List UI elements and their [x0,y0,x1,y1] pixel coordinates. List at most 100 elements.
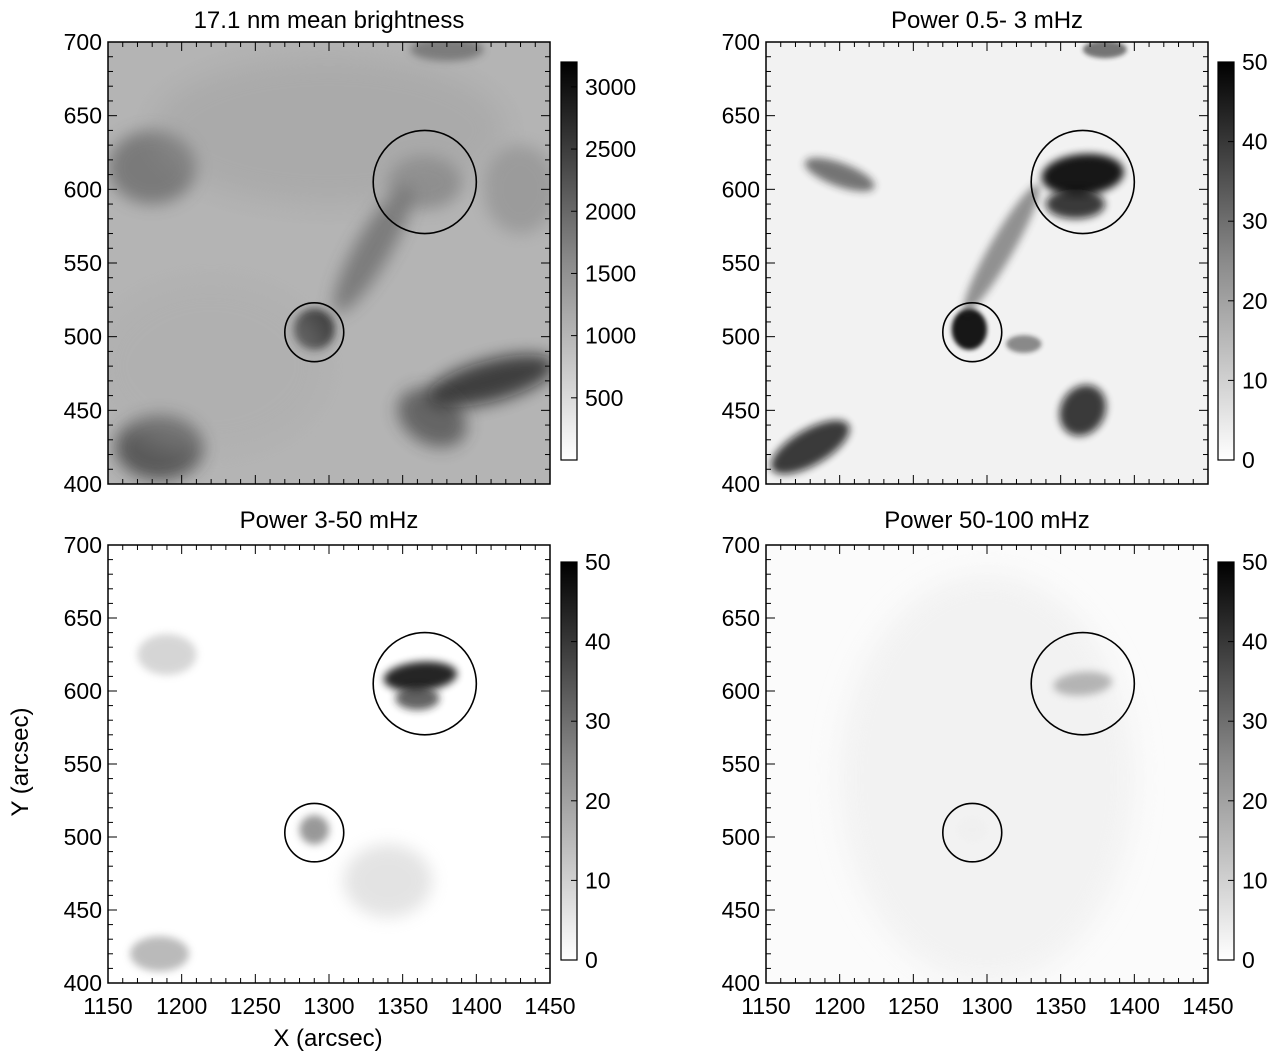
y-tick-label: 650 [64,103,102,129]
colorbar-tick-label: 10 [1242,367,1268,393]
panel-title: Power 3-50 mHz [240,507,419,534]
x-tick-label: 1400 [451,993,502,1019]
colorbar-tick-label: 50 [585,549,611,575]
colorbar-tick-label: 10 [1242,867,1268,893]
heatmap-feature [1059,384,1107,436]
colorbar-tick-label: 50 [1242,549,1268,575]
x-tick-label: 1300 [961,993,1012,1019]
y-tick-label: 650 [722,605,760,631]
colorbar-tick-label: 2500 [585,136,636,162]
y-tick-label: 500 [722,824,760,850]
y-tick-label: 450 [64,397,102,423]
y-tick-label: 450 [722,397,760,423]
x-tick-label: 1400 [1109,993,1160,1019]
colorbar-tick-label: 0 [585,947,598,973]
y-tick-label: 600 [64,176,102,202]
y-tick-label: 400 [64,471,102,497]
heatmap-feature [483,145,550,234]
heatmap-feature [130,936,190,972]
y-tick-label: 500 [64,324,102,350]
y-tick-label: 500 [722,324,760,350]
heatmap-image [108,545,550,983]
heatmap-background [108,545,550,983]
colorbar-tick-label: 20 [1242,788,1268,814]
region-circle-2 [283,802,345,863]
x-tick-label: 1450 [1182,993,1233,1019]
y-tick-label: 400 [64,970,102,996]
heatmap-feature [1006,335,1042,353]
heatmap-feature [383,661,458,692]
y-tick-label: 700 [64,29,102,55]
x-tick-label: 1250 [888,993,939,1019]
x-tick-label: 1450 [524,993,575,1019]
y-tick-label: 450 [64,897,102,923]
y-tick-label: 550 [64,250,102,276]
heatmap-feature [108,277,329,455]
heatmap-image [108,42,550,484]
colorbar-tick-label: 30 [1242,708,1268,734]
colorbar-tick-label: 30 [1242,208,1268,234]
y-tick-label: 550 [722,250,760,276]
heatmap-feature [410,42,484,62]
colorbar-tick-label: 1500 [585,260,636,286]
heatmap-feature [951,308,987,350]
region-circle-1 [1030,129,1136,235]
colorbar-tick-label: 20 [1242,288,1268,314]
heatmap-image [766,545,1208,983]
x-tick-label: 1200 [814,993,865,1019]
colorbar [1217,561,1235,961]
heatmap-feature [426,354,550,408]
heatmap-feature [1045,189,1105,219]
heatmap-feature [957,818,987,842]
x-axis-label: X (arcsec) [273,1025,382,1052]
y-tick-label: 600 [64,678,102,704]
y-tick-label: 700 [722,532,760,558]
colorbar-tick-label: 2000 [585,198,636,224]
y-tick-label: 550 [64,751,102,777]
heatmap-feature [804,157,875,192]
y-tick-label: 700 [722,29,760,55]
region-circle-2 [283,301,345,363]
y-axis-label: Y (arcsec) [7,708,34,817]
colorbar-tick-label: 500 [585,385,623,411]
y-tick-label: 400 [722,970,760,996]
region-circle-2 [941,802,1003,863]
colorbar-tick-label: 20 [585,788,611,814]
heatmap-image [766,42,1208,484]
heatmap-feature [1053,671,1113,696]
panel-title: Power 0.5- 3 mHz [891,7,1083,34]
colorbar-tick-label: 0 [1242,447,1255,473]
heatmap-feature [963,184,1040,313]
x-tick-label: 1350 [1035,993,1086,1019]
colorbar-tick-label: 40 [1242,629,1268,655]
heatmap-feature [343,844,433,918]
colorbar-tick-label: 40 [1242,129,1268,155]
y-tick-label: 550 [722,751,760,777]
y-tick-label: 700 [64,532,102,558]
colorbar-tick-label: 10 [585,867,611,893]
heatmap-feature [137,634,197,675]
x-tick-label: 1300 [303,993,354,1019]
heatmap-feature [152,56,506,205]
region-circle-2 [941,301,1003,363]
colorbar-tick-label: 0 [1242,947,1255,973]
colorbar-tick-label: 1000 [585,323,636,349]
x-tick-label: 1250 [230,993,281,1019]
colorbar-tick-label: 40 [585,629,611,655]
colorbar [1217,61,1235,461]
x-tick-label: 1150 [741,993,790,1019]
heatmap-feature [1082,42,1127,59]
x-tick-label: 1350 [377,993,428,1019]
panel-1: 400 450 500 550 600 650 700 17.1 nm mean bright… [64,7,637,497]
heatmap-feature [770,420,850,475]
panel-2: 400 450 500 550 600 650 700 Power 0.5- 3 mHz 0 10… [722,7,1268,497]
colorbar-tick-label: 30 [585,708,611,734]
heatmap-feature [839,574,1135,983]
y-tick-label: 500 [64,824,102,850]
y-tick-label: 650 [722,103,760,129]
x-tick-label: 1200 [156,993,207,1019]
y-tick-label: 650 [64,605,102,631]
y-tick-label: 600 [722,678,760,704]
